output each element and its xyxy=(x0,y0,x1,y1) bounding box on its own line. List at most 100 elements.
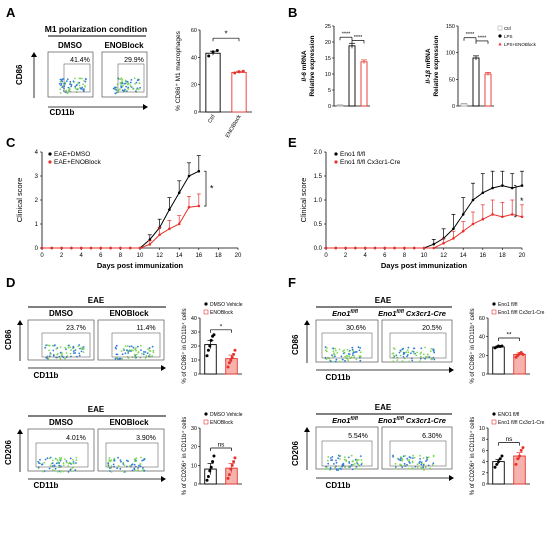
flow-event-dot xyxy=(346,348,349,351)
flow-event-dot xyxy=(352,350,355,352)
flow-event-dot xyxy=(114,346,117,349)
y-tick-label: 4 xyxy=(35,150,39,156)
flow-event-dot xyxy=(408,461,410,463)
y-axis-label: % CD86⁺ M1 macrophages xyxy=(175,30,182,110)
data-point xyxy=(461,229,465,233)
legend-marker xyxy=(492,412,496,416)
flow-event-dot xyxy=(148,347,151,349)
flow-event-dot xyxy=(51,469,54,471)
flow-event-dot xyxy=(127,352,130,354)
x-tick-label: 0 xyxy=(324,253,328,259)
y-tick-label: 25 xyxy=(325,24,331,30)
panel-d-y1: CD86 xyxy=(4,329,13,350)
flow-event-dot xyxy=(347,466,350,468)
data-point xyxy=(422,246,426,250)
y-tick-label: 0.0 xyxy=(314,246,323,252)
y-tick-label: 30 xyxy=(191,426,197,432)
data-point xyxy=(500,454,504,458)
x-tick-label: 8 xyxy=(119,253,123,259)
flow-gate xyxy=(41,332,91,358)
flow-event-dot xyxy=(74,352,77,354)
flow-event-dot xyxy=(44,458,47,461)
flow-event-dot xyxy=(109,467,111,469)
flow-event-dot xyxy=(61,86,64,88)
flow-event-dot xyxy=(72,346,75,349)
flow-event-dot xyxy=(62,464,65,467)
flow-event-dot xyxy=(406,354,409,356)
flow-event-dot xyxy=(76,84,78,86)
flow-event-dot xyxy=(64,357,66,360)
flow-event-dot xyxy=(44,346,47,349)
flow-event-dot xyxy=(333,360,336,363)
flow-event-dot xyxy=(119,81,122,84)
data-point xyxy=(60,246,63,250)
y-tick-label: 0 xyxy=(194,372,197,378)
flow-event-dot xyxy=(75,456,78,459)
flow-event-dot xyxy=(419,454,421,457)
flow-gate xyxy=(63,63,91,93)
flow-event-dot xyxy=(135,346,137,349)
flow-event-dot xyxy=(341,464,344,466)
flow-percent-d3: 4.01% xyxy=(66,435,86,442)
flow-event-dot xyxy=(399,456,402,458)
flow-event-dot xyxy=(151,355,154,357)
flow-event-dot xyxy=(420,347,423,350)
flow-event-dot xyxy=(121,78,124,81)
flow-event-dot xyxy=(45,344,47,347)
flow-event-dot xyxy=(352,352,354,354)
flow-event-dot xyxy=(344,355,347,358)
data-point xyxy=(233,348,237,352)
flow-event-dot xyxy=(82,83,84,86)
panel-f-y1: CD86 xyxy=(291,334,300,355)
flow-event-dot xyxy=(351,348,354,351)
data-point xyxy=(70,246,73,250)
flow-event-dot xyxy=(124,352,127,355)
flow-event-dot xyxy=(333,352,335,355)
flow-event-dot xyxy=(115,344,118,347)
x-tick-label: 14 xyxy=(460,253,467,259)
flow-event-dot xyxy=(433,358,436,361)
data-point xyxy=(227,361,231,365)
flow-event-dot xyxy=(327,456,330,458)
panel-d-flow1-label-1: DMSO xyxy=(49,309,73,318)
flow-event-dot xyxy=(410,352,412,355)
flow-event-dot xyxy=(137,467,140,469)
flow-event-dot xyxy=(359,347,362,349)
flow-event-dot xyxy=(334,347,336,350)
data-point xyxy=(510,186,514,190)
flow-event-dot xyxy=(358,355,361,357)
flow-event-dot xyxy=(344,359,346,362)
panel-a-flow-label-2: ENOBlock xyxy=(104,41,144,50)
y-tick-label: 1.5 xyxy=(314,174,323,180)
flow-event-dot xyxy=(134,469,137,472)
flow-event-dot xyxy=(354,467,357,470)
flow-event-dot xyxy=(426,459,428,461)
data-point xyxy=(226,476,230,480)
flow-event-dot xyxy=(112,463,115,466)
flow-event-dot xyxy=(55,347,58,350)
flow-event-dot xyxy=(345,354,348,357)
flow-event-dot xyxy=(144,351,147,353)
flow-event-dot xyxy=(78,352,81,355)
flow-event-dot xyxy=(118,357,121,360)
flow-event-dot xyxy=(126,345,129,347)
flow-event-dot xyxy=(427,456,430,459)
panel-f-flow1-sup-1: fl/fl xyxy=(350,309,358,315)
flow-event-dot xyxy=(83,80,85,82)
flow-event-dot xyxy=(48,349,50,352)
flow-event-dot xyxy=(121,80,123,82)
flow-event-dot xyxy=(418,360,421,363)
flow-event-dot xyxy=(357,346,360,349)
flow-event-dot xyxy=(64,458,66,460)
flow-event-dot xyxy=(74,77,76,80)
flow-event-dot xyxy=(353,463,356,465)
flow-event-dot xyxy=(334,360,337,363)
flow-event-dot xyxy=(344,465,347,468)
flow-plot-a1 xyxy=(47,51,94,98)
flow-event-dot xyxy=(395,354,398,357)
flow-event-dot xyxy=(59,88,62,91)
legend-marker xyxy=(204,412,208,416)
legend-label: EAE+ENOBlock xyxy=(54,159,102,166)
flow-event-dot xyxy=(415,354,418,357)
flow-event-dot xyxy=(64,346,66,349)
